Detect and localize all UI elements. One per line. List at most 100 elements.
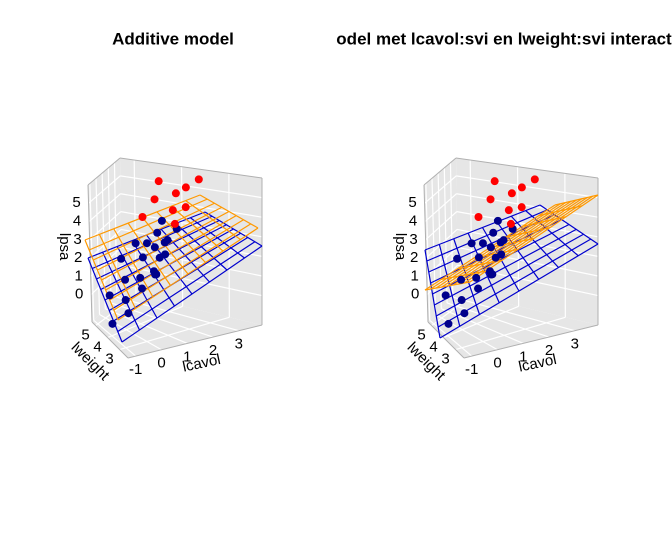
grid-line (110, 302, 214, 338)
plane-line (185, 200, 241, 240)
y-tick-label: 4 (429, 339, 437, 356)
chart-title: Model met lcavol:svi en lweight:svi inte… (322, 29, 672, 48)
plane-line (190, 217, 245, 259)
grid-line (113, 162, 118, 298)
grid-line (90, 246, 122, 277)
point (117, 254, 126, 263)
z-tick-label: 2 (74, 249, 82, 266)
point (138, 253, 147, 262)
z-tick-label: 5 (408, 194, 416, 211)
grid-line (93, 319, 137, 357)
y-tick-label: 5 (417, 327, 425, 344)
x-tick-label: 0 (493, 355, 501, 372)
point (478, 239, 487, 248)
point (161, 250, 170, 259)
point (136, 273, 145, 282)
grid-line (426, 246, 458, 277)
point (108, 319, 117, 328)
x-tick-label: 3 (571, 336, 579, 353)
point (517, 203, 526, 212)
y-tick-label: 3 (105, 351, 113, 368)
point (493, 216, 502, 225)
point (131, 239, 140, 248)
point (150, 243, 159, 252)
point (171, 189, 180, 198)
point (181, 183, 190, 192)
z-tick-label: 4 (409, 213, 417, 230)
grid-line (89, 229, 122, 259)
grid-line (437, 173, 442, 309)
x-tick-label: 1 (519, 348, 527, 365)
point (181, 203, 190, 212)
grid-line (455, 316, 566, 351)
grid-line (424, 175, 457, 204)
x-tick-label: -1 (129, 361, 142, 378)
point (151, 270, 160, 279)
panel: Model met lcavol:svi en lweight:svi inte… (322, 29, 672, 384)
x-tick-label: 1 (183, 348, 191, 365)
plane-line (109, 219, 244, 301)
point (150, 195, 159, 204)
x-tick-label: 2 (545, 342, 553, 359)
grid-line (456, 193, 599, 218)
grid-line (435, 313, 498, 351)
grid-line (116, 296, 239, 332)
plane-line (170, 205, 224, 252)
point (517, 183, 526, 192)
grid-line (457, 246, 599, 277)
point (142, 239, 151, 248)
point (474, 253, 483, 262)
plane-line (175, 223, 228, 271)
z-tick-label: 2 (410, 249, 418, 266)
chart-title: Additive model (112, 29, 234, 48)
y-tick-label: 4 (93, 339, 101, 356)
z-tick-label: 4 (73, 213, 81, 230)
grid-line (425, 183, 431, 321)
grid-line (425, 211, 458, 241)
point (472, 273, 481, 282)
grid-line (429, 319, 473, 357)
point (121, 275, 130, 284)
point (497, 250, 506, 259)
point (486, 243, 495, 252)
plane-line (506, 227, 551, 238)
z-tick-label: 1 (74, 267, 82, 284)
plane-line (113, 223, 252, 311)
point (157, 216, 166, 225)
x-tick-label: 3 (235, 336, 243, 353)
grid-line (99, 313, 162, 351)
grid-line (120, 175, 263, 199)
plane-line (522, 216, 567, 227)
point (121, 296, 130, 305)
point (453, 254, 462, 263)
grid-line (424, 193, 457, 222)
point (444, 319, 453, 328)
point (168, 206, 177, 215)
point (474, 212, 483, 221)
grid-line (88, 175, 121, 204)
grid-line (441, 308, 524, 344)
grid-line (119, 316, 230, 351)
z-tick-label: 0 (75, 286, 83, 303)
box-edge (91, 321, 129, 359)
z-tick-label: 3 (73, 231, 81, 248)
plane-line (434, 228, 577, 306)
plane-line (452, 198, 583, 286)
point (460, 309, 469, 318)
point (138, 284, 147, 293)
box-edge (455, 157, 599, 179)
grid-line (89, 183, 95, 321)
point (530, 175, 539, 184)
box-edge (87, 157, 121, 186)
box-edge (463, 324, 599, 359)
grid-line (446, 302, 550, 338)
plane-line (199, 194, 259, 229)
z-axis-label: lpsa (392, 233, 409, 261)
point (490, 177, 499, 186)
x-tick-label: 0 (157, 355, 165, 372)
plane-line (554, 194, 599, 206)
point (170, 219, 179, 228)
point (504, 206, 513, 215)
point (487, 270, 496, 279)
